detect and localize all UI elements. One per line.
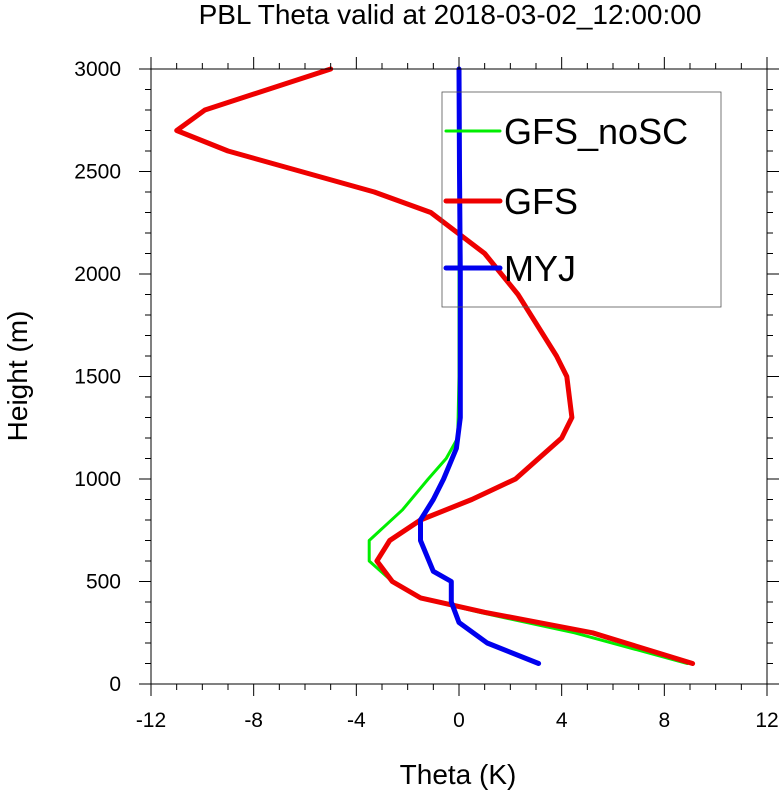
x-tick-label: 12 bbox=[755, 709, 778, 732]
legend-label: GFS_noSC bbox=[504, 111, 688, 152]
x-tick-label: 8 bbox=[658, 709, 670, 732]
y-tick-label: 2000 bbox=[74, 263, 121, 286]
chart-title: PBL Theta valid at 2018-03-02_12:00:00 bbox=[199, 0, 702, 30]
series-line-myj bbox=[418, 66, 542, 666]
legend: GFS_noSC GFS MYJ bbox=[441, 91, 722, 308]
y-tick-label: 2500 bbox=[74, 161, 121, 184]
y-axis: 0 500 1000 1500 2000 2500 3000 bbox=[74, 58, 779, 696]
x-axis-label: Theta (K) bbox=[400, 759, 517, 790]
x-axis: -12 -8 -4 0 4 8 12 bbox=[136, 57, 779, 732]
x-tick-label: 0 bbox=[453, 709, 465, 732]
y-tick-label: 0 bbox=[109, 673, 121, 696]
x-tick-label: -8 bbox=[244, 709, 263, 732]
x-tick-label: -4 bbox=[347, 709, 366, 732]
series-line-gfs bbox=[174, 66, 696, 666]
x-tick-label: 4 bbox=[556, 709, 568, 732]
legend-box bbox=[441, 91, 722, 308]
y-tick-label: 1000 bbox=[74, 468, 121, 491]
x-tick-label: -12 bbox=[136, 709, 166, 732]
y-tick-label: 1500 bbox=[74, 366, 121, 389]
series-line-gfs-nosc bbox=[367, 67, 689, 665]
legend-label: GFS bbox=[504, 181, 578, 222]
series-lines bbox=[174, 66, 696, 666]
y-tick-label: 3000 bbox=[74, 58, 121, 81]
y-axis-label: Height (m) bbox=[2, 311, 33, 442]
y-tick-label: 500 bbox=[86, 571, 121, 594]
legend-label: MYJ bbox=[504, 248, 576, 289]
